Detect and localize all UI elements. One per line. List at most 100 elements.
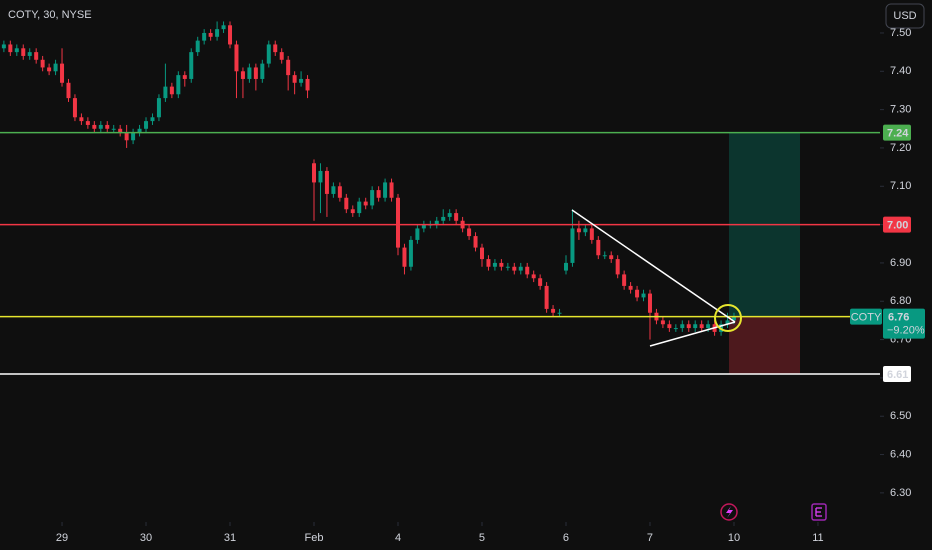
candle-body (370, 190, 375, 206)
candle-body (318, 170, 323, 183)
x-tick-label: 4 (395, 532, 401, 544)
loss-zone (729, 316, 800, 375)
highlight-circle (714, 304, 742, 332)
candle-body (486, 259, 491, 267)
candle-body (673, 328, 678, 330)
candle-body (467, 228, 472, 237)
x-tick-label: 6 (563, 532, 569, 544)
candle-body (706, 324, 711, 329)
candle-body (47, 67, 52, 72)
candle-body (79, 117, 84, 122)
candle-body (163, 86, 168, 99)
last-price-label: 6.76 (888, 311, 909, 323)
candle-body (596, 239, 601, 256)
candle-body (615, 259, 620, 275)
candle-body (273, 44, 278, 53)
candle-body (1, 44, 6, 49)
candle-body (725, 320, 730, 325)
x-tick-label: Feb (305, 532, 324, 544)
change-label: −9.20% (887, 324, 925, 336)
candle-body (305, 78, 310, 91)
candle-body (635, 289, 640, 298)
candle-body (176, 75, 181, 95)
candle-body (331, 186, 336, 194)
candle-body (628, 285, 633, 290)
candle-body (228, 25, 233, 45)
candle-body (551, 308, 556, 313)
candle-body (563, 262, 568, 271)
x-tick-label: 10 (728, 532, 740, 544)
candle-body (641, 293, 646, 298)
candle-body (14, 48, 19, 53)
candle-body (279, 52, 284, 60)
candle-body (525, 266, 530, 275)
trend-line[interactable] (649, 321, 736, 347)
candle-body (350, 209, 355, 214)
earnings-icon[interactable] (811, 503, 827, 521)
y-tick-label: 7.50 (890, 27, 911, 39)
candle-body (492, 262, 497, 267)
candle-body (570, 228, 575, 263)
candle-body (357, 201, 362, 214)
x-tick-label: 31 (224, 532, 236, 544)
chart-title: COTY, 30, NYSE (8, 9, 92, 21)
y-tick-label: 6.80 (890, 295, 911, 307)
candle-body (337, 186, 342, 198)
candle-body (144, 121, 149, 129)
candle-body (505, 266, 510, 268)
candle-body (266, 44, 271, 64)
dividend-icon[interactable] (720, 503, 738, 521)
candle-body (137, 128, 142, 133)
candle-body (447, 213, 452, 217)
candle-body (583, 228, 588, 233)
candle-body (72, 98, 77, 118)
candle-body (363, 201, 368, 206)
candle-body (576, 228, 581, 233)
y-tick-label: 6.30 (890, 487, 911, 499)
candle-body (699, 324, 704, 329)
x-tick-label: 7 (647, 532, 653, 544)
candle-body (479, 247, 484, 260)
candle-body (27, 52, 32, 56)
currency-label[interactable]: USD (893, 10, 916, 22)
y-tick-label: 6.40 (890, 448, 911, 460)
candle-body (253, 67, 258, 79)
y-tick-label: 7.30 (890, 104, 911, 116)
candle-body (680, 324, 685, 329)
candle-body (299, 78, 304, 83)
candle-body (415, 228, 420, 240)
candle-body (622, 274, 627, 286)
candle-body (208, 32, 213, 37)
candle-body (544, 285, 549, 309)
x-tick-label: 30 (140, 532, 152, 544)
candle-body (454, 213, 459, 221)
candle-body (215, 29, 220, 37)
candle-body (105, 124, 110, 129)
candle-body (344, 197, 349, 210)
candle-body (156, 98, 161, 118)
candle-body (195, 40, 200, 53)
candle-body (98, 124, 103, 129)
symbol-tag (850, 308, 882, 325)
candle-body (731, 316, 736, 321)
candle-body (473, 236, 478, 248)
last-price-tag (883, 308, 925, 339)
candle-body (602, 255, 607, 257)
symbol-label: COTY (851, 311, 882, 323)
currency-button[interactable] (885, 3, 925, 29)
candle-body (189, 52, 194, 79)
candle-body (408, 239, 413, 267)
candle-body (21, 48, 26, 56)
candle-body (182, 75, 187, 79)
trend-line[interactable] (571, 209, 736, 323)
price-level-label: 7.24 (887, 128, 909, 140)
candle-body (389, 182, 394, 198)
candle-body (292, 75, 297, 83)
candle-body (202, 32, 207, 41)
candle-body (441, 216, 446, 221)
candle-body (260, 63, 265, 79)
candle-body (312, 163, 317, 183)
candle-body (647, 293, 652, 313)
